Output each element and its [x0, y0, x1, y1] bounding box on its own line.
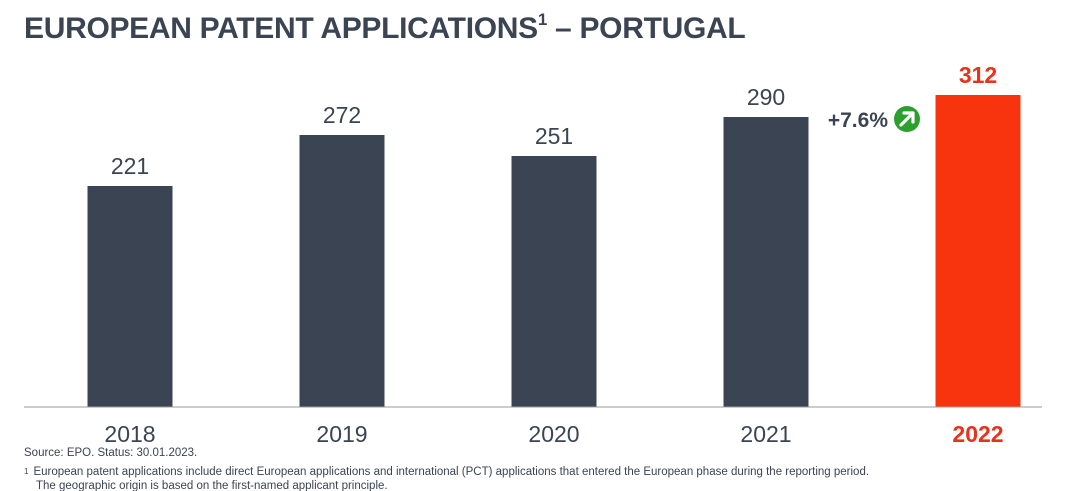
value-label-2018: 221: [111, 153, 149, 179]
value-labels-group: 221 272 251 290 312: [111, 62, 997, 179]
chart-title-text: EUROPEAN PATENT APPLICATIONS: [24, 12, 538, 45]
value-label-2019: 272: [323, 102, 361, 128]
footnote-marker: 1: [24, 467, 29, 476]
growth-percentage: +7.6%: [828, 109, 888, 132]
growth-annotation: +7.6%: [828, 106, 920, 132]
tick-label-2018: 2018: [104, 421, 155, 447]
chart-title-footnote-marker: 1: [537, 10, 548, 29]
value-label-2020: 251: [535, 123, 573, 149]
footnote-line-1: European patent applications include dir…: [33, 466, 870, 478]
footnote-line-2: The geographic origin is based on the fi…: [36, 480, 388, 491]
tick-label-2020: 2020: [528, 421, 579, 447]
source-note: Source: EPO. Status: 30.01.2023.: [24, 447, 198, 459]
chart-title: EUROPEAN PATENT APPLICATIONS1 – PORTUGAL: [24, 10, 746, 46]
bars-group: [87, 95, 1021, 407]
bar-2019: [299, 135, 385, 407]
arrow-up-right-icon: [894, 106, 920, 132]
chart-title-suffix: – PORTUGAL: [547, 12, 746, 45]
bar-2022: [935, 95, 1021, 407]
bar-2020: [511, 156, 597, 407]
tick-label-2022: 2022: [952, 421, 1003, 447]
tick-label-2021: 2021: [740, 421, 791, 447]
tick-labels-group: 2018 2019 2020 2021 2022: [104, 421, 1003, 447]
bar-2021: [723, 117, 809, 407]
tick-label-2019: 2019: [316, 421, 367, 447]
bar-2018: [87, 186, 173, 407]
value-label-2021: 290: [747, 84, 785, 110]
value-label-2022: 312: [959, 62, 997, 88]
footnote: 1 European patent applications include di…: [24, 465, 869, 491]
